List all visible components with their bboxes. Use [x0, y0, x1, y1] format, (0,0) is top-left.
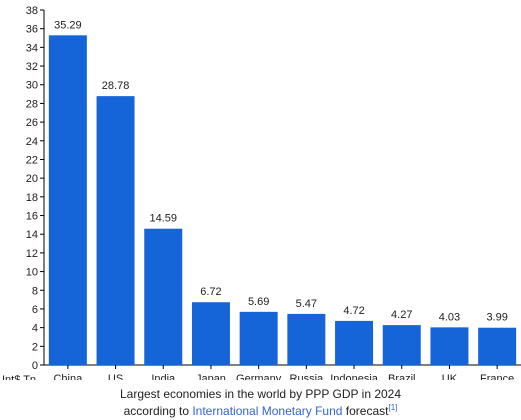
x-tick-label: Russia: [290, 373, 325, 380]
caption-prefix: according to: [123, 404, 193, 418]
y-tick-label: 20: [26, 173, 38, 185]
chart-caption-line2: according to International Monetary Fund…: [0, 403, 521, 419]
bar: [382, 325, 421, 365]
reference-link[interactable]: [1]: [388, 403, 398, 412]
y-tick-label: 32: [26, 61, 38, 73]
y-tick-label: 36: [26, 24, 38, 36]
y-tick-label: 30: [26, 80, 38, 92]
bar-value-label: 28.78: [102, 80, 130, 92]
y-axis-label: Int$ Tn: [2, 374, 36, 380]
bar-value-label: 4.27: [391, 309, 412, 321]
x-tick-label: UK: [442, 373, 458, 380]
y-tick-label: 22: [26, 154, 38, 166]
x-tick-label: France: [480, 373, 514, 380]
bar: [144, 228, 183, 365]
caption-suffix: forecast: [342, 404, 389, 418]
y-tick-label: 18: [26, 192, 38, 204]
bar: [478, 327, 517, 365]
y-tick-label: 16: [26, 211, 38, 223]
bar-value-label: 6.72: [200, 286, 221, 298]
bar: [335, 320, 374, 365]
y-tick-label: 34: [26, 42, 38, 54]
y-tick-label: 12: [26, 248, 38, 260]
x-tick-label: China: [53, 373, 83, 380]
chart-svg: 02468101214161820222426283032343638Int$ …: [2, 5, 521, 380]
y-tick-label: 26: [26, 117, 38, 129]
bar: [287, 313, 326, 365]
x-tick-label: Japan: [196, 373, 226, 380]
y-tick-label: 6: [32, 304, 38, 316]
x-tick-label: Indonesia: [330, 373, 379, 380]
y-tick-label: 2: [32, 341, 38, 353]
bar-value-label: 4.03: [439, 311, 460, 323]
x-tick-label: Germany: [236, 373, 282, 380]
bar-value-label: 5.47: [296, 298, 317, 310]
bar-value-label: 14.59: [149, 213, 177, 225]
y-tick-label: 0: [32, 360, 38, 372]
imf-link[interactable]: International Monetary Fund: [192, 404, 343, 418]
bar: [191, 302, 230, 365]
bar-value-label: 35.29: [54, 19, 82, 31]
bar: [430, 327, 469, 365]
chart-caption-line1: Largest economies in the world by PPP GD…: [119, 387, 402, 401]
bar-chart: 0 2 4 6 8 10 12 14 16 18 20 22 24 26 28 30 32 34 36 38 Int$ …: [2, 5, 521, 380]
x-tick-label: US: [108, 373, 123, 380]
bar-value-label: 4.72: [343, 305, 364, 317]
bar: [48, 35, 87, 365]
y-tick-label: 4: [32, 323, 38, 335]
y-tick-label: 8: [32, 285, 38, 297]
y-tick-label: 10: [26, 267, 38, 279]
x-tick-label: India: [151, 373, 176, 380]
bar: [96, 96, 135, 365]
bar-value-label: 5.69: [248, 296, 269, 308]
y-tick-label: 38: [26, 5, 38, 17]
bar: [239, 311, 278, 365]
bar-value-label: 3.99: [486, 312, 507, 324]
y-tick-label: 14: [26, 229, 38, 241]
x-tick-label: Brazil: [388, 373, 416, 380]
y-tick-label: 28: [26, 98, 38, 110]
y-tick-label: 24: [26, 136, 38, 148]
